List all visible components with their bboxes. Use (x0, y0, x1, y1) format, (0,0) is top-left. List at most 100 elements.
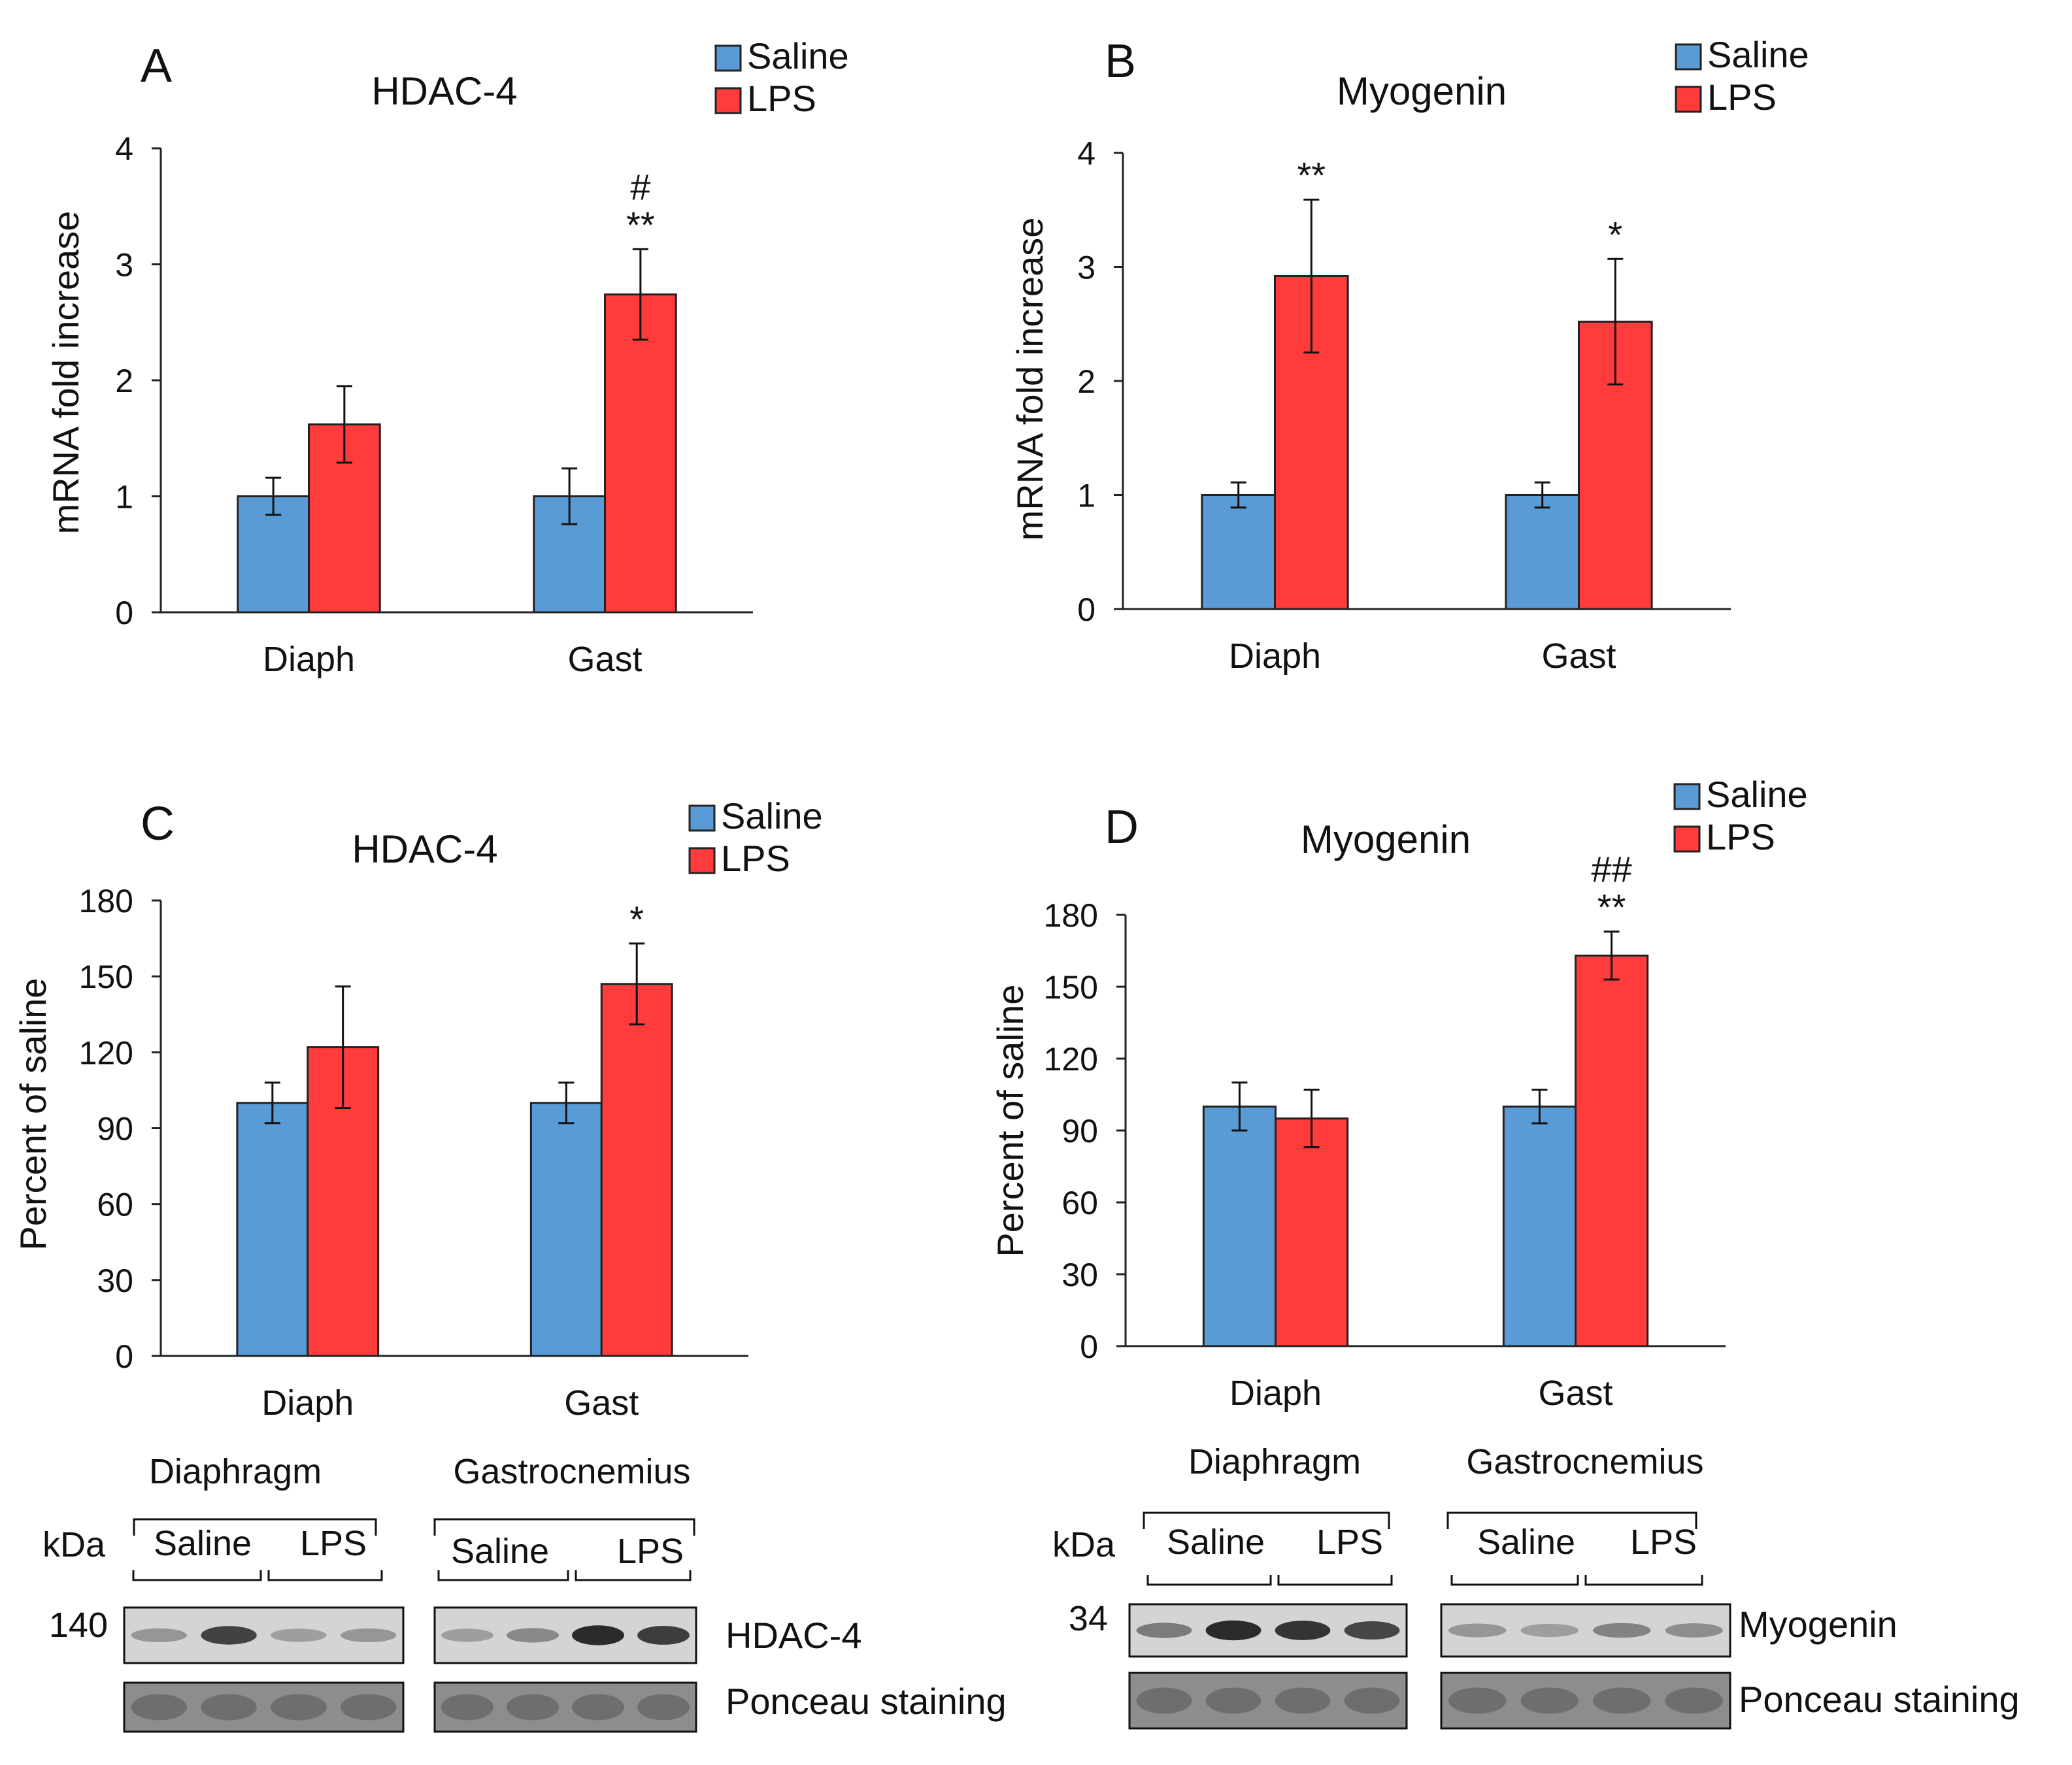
group-label: LPS (1316, 1523, 1383, 1562)
significance-mark: ## (1591, 849, 1631, 890)
group-label: LPS (300, 1524, 367, 1563)
ponceau-band (1520, 1687, 1579, 1714)
group-bracket (575, 1570, 692, 1581)
chart-title: HDAC-4 (371, 69, 517, 113)
legend-label: Saline (1706, 774, 1808, 815)
significance-mark: * (629, 899, 644, 940)
protein-band (637, 1626, 690, 1645)
significance-mark: * (1608, 214, 1622, 255)
ponceau-band (340, 1694, 397, 1721)
bar-saline (1502, 1105, 1577, 1347)
protein-band (340, 1628, 397, 1643)
ponceau-band (1136, 1687, 1192, 1714)
chart-title: Myogenin (1337, 69, 1507, 113)
kda-marker: 140 (49, 1606, 108, 1645)
y-tick-label: 90 (1061, 1113, 1098, 1149)
protein-band (1448, 1623, 1507, 1638)
protein-band (1344, 1621, 1400, 1640)
loading-control-label: Ponceau staining (726, 1681, 1007, 1722)
x-tick-label: Gast (564, 1383, 639, 1423)
bar-saline (1505, 494, 1580, 610)
muscle-label: Gastrocnemius (1466, 1442, 1703, 1481)
y-tick-label: 150 (79, 959, 133, 995)
y-tick-label: 60 (1061, 1185, 1098, 1221)
group-label: Saline (451, 1532, 549, 1571)
bar-saline (1202, 1105, 1277, 1347)
bar-saline (1201, 494, 1277, 610)
ponceau-band (131, 1694, 188, 1721)
x-tick-label: Gast (567, 640, 642, 679)
kda-marker: 34 (1069, 1599, 1108, 1638)
significance-mark: ** (1597, 887, 1626, 928)
protein-band (1593, 1623, 1651, 1638)
kda-label: kDa (1052, 1525, 1116, 1564)
y-tick-label: 90 (97, 1111, 133, 1147)
legend-swatch (1675, 43, 1702, 71)
group-label: LPS (1630, 1523, 1697, 1562)
y-tick-label: 180 (79, 883, 133, 919)
protein-band (1520, 1623, 1579, 1638)
western-blot-c: kDa Diaphragm Gastrocnemius Saline LPS Saline… (42, 1452, 1007, 1733)
y-tick-label: 2 (115, 363, 133, 399)
y-tick-label: 30 (1061, 1257, 1098, 1293)
panel-letter: D (1105, 801, 1139, 853)
muscle-bracket (133, 1518, 377, 1536)
legend-label: LPS (721, 838, 790, 879)
significance-mark: # (630, 166, 650, 207)
protein-band (1136, 1623, 1192, 1638)
protein-band (201, 1626, 257, 1645)
legend-swatch (688, 804, 716, 832)
y-axis-title: Percent of saline (12, 978, 54, 1250)
muscle-label: Diaphragm (1188, 1442, 1361, 1481)
ponceau-band (637, 1694, 690, 1721)
y-tick-label: 60 (97, 1187, 133, 1223)
protein-band (1665, 1623, 1723, 1638)
ponceau-band (201, 1694, 257, 1721)
legend-label: Saline (1707, 34, 1809, 75)
bar-saline (236, 1102, 309, 1357)
group-bracket (1277, 1575, 1393, 1586)
significance-mark: ** (1297, 155, 1326, 196)
loading-control-label: Ponceau staining (1739, 1679, 2020, 1720)
ponceau-band (1593, 1687, 1651, 1714)
ponceau-band (1448, 1687, 1507, 1714)
x-tick-label: Gast (1541, 636, 1616, 676)
protein-band (1205, 1620, 1262, 1641)
y-tick-label: 1 (115, 479, 133, 516)
legend-swatch (1675, 86, 1702, 113)
legend-swatch (1673, 783, 1701, 810)
y-tick-label: 4 (115, 131, 133, 167)
legend-swatch (714, 44, 742, 72)
protein-band (1275, 1621, 1331, 1640)
group-bracket (1450, 1575, 1579, 1586)
group-label: Saline (1167, 1523, 1265, 1562)
group-label: Saline (1477, 1523, 1575, 1562)
y-tick-label: 30 (97, 1262, 133, 1299)
legend-swatch (688, 847, 716, 874)
y-tick-label: 120 (1044, 1041, 1098, 1078)
y-tick-label: 150 (1044, 969, 1098, 1006)
y-tick-label: 0 (115, 595, 133, 631)
bar-lps (604, 293, 677, 614)
chart-title: HDAC-4 (352, 827, 497, 871)
group-label: LPS (617, 1532, 684, 1571)
bar-lps (1575, 954, 1649, 1347)
panel-letter: B (1105, 35, 1136, 88)
legend-label: LPS (1706, 816, 1775, 857)
muscle-bracket (1446, 1511, 1697, 1529)
ponceau-band (271, 1694, 327, 1721)
muscle-bracket (433, 1518, 695, 1536)
group-bracket (1146, 1575, 1272, 1586)
y-tick-label: 0 (1080, 1328, 1098, 1365)
panel-letter: C (141, 798, 175, 850)
protein-blot-strip (123, 1606, 405, 1664)
y-tick-label: 4 (1077, 135, 1095, 172)
legend-label: Saline (747, 35, 849, 76)
x-tick-label: Diaph (1229, 636, 1321, 676)
kda-label: kDa (42, 1525, 106, 1564)
muscle-bracket (1143, 1511, 1390, 1529)
protein-blot-strip (1440, 1603, 1731, 1658)
muscle-label: Diaphragm (149, 1452, 322, 1491)
y-tick-label: 3 (1077, 250, 1095, 286)
